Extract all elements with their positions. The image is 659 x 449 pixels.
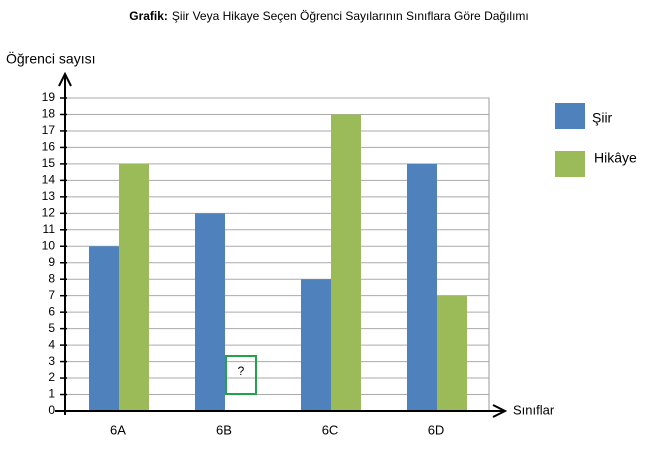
y-tick-label: 3 [48, 354, 55, 368]
y-axis-label: Öğrenci sayısı [6, 50, 95, 67]
y-tick-label: 4 [48, 337, 55, 351]
y-tick-label: 7 [48, 288, 55, 302]
unknown-box [225, 355, 257, 395]
x-axis-label: Sınıflar [513, 402, 555, 417]
x-tick-label: 6C [322, 422, 339, 437]
y-tick-label: 18 [42, 107, 56, 121]
y-tick-label: 11 [43, 222, 56, 236]
y-tick-label: 19 [42, 90, 56, 104]
x-tick-label: 6D [428, 422, 445, 437]
annotation: ? [238, 364, 245, 378]
y-tick-label: 10 [42, 238, 56, 252]
x-tick-label: 6A [110, 422, 126, 437]
legend-swatch [555, 103, 585, 129]
legend-label: Hikâye [594, 150, 637, 166]
bar [437, 295, 467, 411]
x-axis-arrow [492, 404, 508, 418]
bar [89, 246, 119, 411]
y-tick-label: 2 [48, 370, 55, 384]
y-tick-label: 12 [42, 205, 56, 219]
title-text: Şiir Veya Hikaye Seçen Öğrenci Sayıların… [172, 9, 529, 23]
legend-swatch [555, 151, 585, 177]
y-tick-label: 17 [42, 123, 56, 137]
y-tick-label: 15 [42, 156, 56, 170]
bar [407, 163, 437, 411]
chart-title: Grafik: Şiir Veya Hikaye Seçen Öğrenci Sa… [129, 9, 529, 23]
bar [119, 163, 149, 411]
y-tick-label: 5 [48, 321, 55, 335]
bar [195, 213, 225, 411]
legend-label: Şiir [592, 110, 613, 126]
y-tick-label: 1 [48, 387, 55, 401]
y-tick-label: 13 [42, 189, 56, 203]
y-tick-label: 8 [48, 271, 55, 285]
y-tick-label: 0 [48, 403, 55, 417]
y-axis-arrow [58, 71, 72, 87]
title-prefix: Grafik: [129, 9, 168, 23]
x-tick-label: 6B [216, 422, 232, 437]
y-tick-label: 6 [48, 304, 55, 318]
y-tick-label: 9 [48, 255, 55, 269]
bar [301, 279, 331, 411]
y-tick-label: 16 [42, 140, 56, 154]
bar [331, 114, 361, 411]
y-tick-label: 14 [42, 173, 56, 187]
